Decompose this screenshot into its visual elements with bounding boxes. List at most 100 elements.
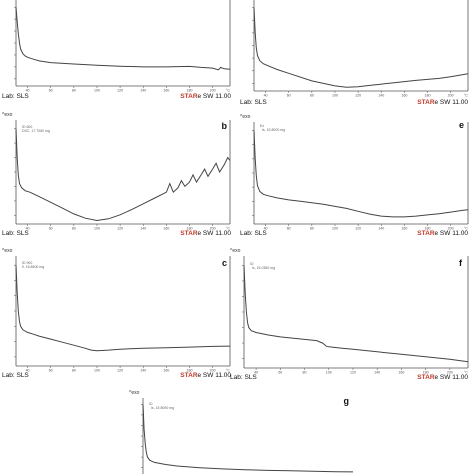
chart-b: 40 60 80 100 120 140 160 180 200 °C <box>14 120 231 231</box>
exo-marker: ^exo <box>230 248 241 254</box>
star-brand: STAR <box>417 99 435 106</box>
x-tick-label: 160 <box>163 369 169 373</box>
star-brand: STAR <box>180 230 198 237</box>
x-tick-label: 180 <box>425 94 431 98</box>
x-unit-label: °C <box>226 227 230 231</box>
exo-marker: ^exo <box>129 390 140 396</box>
x-tick-label: 80 <box>303 371 307 375</box>
x-tick-label: 120 <box>355 94 361 98</box>
x-tick-label: 180 <box>187 369 193 373</box>
series-line <box>253 7 469 88</box>
x-tick-label: 180 <box>187 89 193 93</box>
series-line <box>15 128 231 222</box>
x-tick-label: 40 <box>264 227 268 231</box>
panel-g: ^exo g ID Is, 15.8090 mg <box>129 390 355 474</box>
x-tick-label: 180 <box>423 371 429 375</box>
star-brand: STAR <box>180 372 198 379</box>
sample-annotation: ID Is, 15.0380 mg <box>250 262 276 270</box>
star-brand: STAR <box>417 374 435 381</box>
x-tick-label: 200 <box>447 371 453 375</box>
star-version: e SW 11.00 <box>434 99 468 106</box>
chart-c: 40 60 80 100 120 140 160 180 200 °C <box>14 256 231 373</box>
x-tick-label: 140 <box>374 371 380 375</box>
x-tick-label: 160 <box>163 227 169 231</box>
footer-star: STARe SW 11.00 <box>180 230 231 237</box>
panel-top-left: 40 60 80 100 120 140 160 180 200 °C Lab: SLS STAR… <box>2 0 233 100</box>
chart-e: 40 60 80 100 120 140 160 180 200 °C <box>252 122 468 231</box>
x-tick-label: 80 <box>72 369 76 373</box>
chart-p2: 40 60 80 100 120 140 160 180 200 °C <box>252 0 469 98</box>
x-tick-label: 200 <box>210 227 216 231</box>
panel-c: ^exo c ID 900 Il, 16.8600 mg 40 60 80 100 12… <box>2 248 233 380</box>
star-brand: STAR <box>180 93 198 100</box>
panel-letter: c <box>221 258 227 268</box>
series-line <box>142 404 354 473</box>
x-tick-label: 140 <box>378 227 384 231</box>
footer-star: STARe SW 11.00 <box>180 93 231 100</box>
x-tick-label: 100 <box>94 369 100 373</box>
star-version: e SW 11.00 <box>197 372 231 379</box>
footer-star: STARe SW 11.00 <box>417 230 468 237</box>
x-tick-label: 100 <box>94 89 100 93</box>
x-unit-label: °C <box>464 371 468 375</box>
chart-p1: 40 60 80 100 120 140 160 180 200 °C <box>14 0 231 93</box>
x-tick-label: 120 <box>117 369 123 373</box>
x-tick-label: 160 <box>398 371 404 375</box>
exo-marker: ^exo <box>2 248 13 254</box>
star-version: e SW 11.00 <box>434 230 468 237</box>
x-tick-label: 140 <box>140 89 146 93</box>
footer-lab: Lab: SLS <box>2 93 29 100</box>
x-tick-label: 120 <box>350 371 356 375</box>
star-version: e SW 11.00 <box>434 374 468 381</box>
x-tick-label: 60 <box>49 227 53 231</box>
x-tick-label: 80 <box>72 227 76 231</box>
x-tick-label: 180 <box>187 227 193 231</box>
footer-lab: Lab: SLS <box>2 230 29 237</box>
series-line <box>15 265 231 352</box>
x-tick-label: 60 <box>49 89 53 93</box>
panel-e: ^exo e Ex Is, 15.8000 mg 40 60 80 100 120 140… <box>240 114 470 238</box>
x-tick-label: 200 <box>210 369 216 373</box>
x-tick-label: 160 <box>401 94 407 98</box>
footer-star: STARe SW 11.00 <box>417 374 468 381</box>
x-tick-label: 80 <box>310 227 314 231</box>
panel-letter: g <box>343 396 350 406</box>
x-unit-label: °C <box>226 369 230 373</box>
x-tick-label: 60 <box>287 94 291 98</box>
footer-lab: Lab: SLS <box>240 99 267 106</box>
x-tick-label: 40 <box>254 371 258 375</box>
panel-letter: b <box>221 121 228 131</box>
x-tick-label: 140 <box>378 94 384 98</box>
x-tick-label: 40 <box>264 94 268 98</box>
star-version: e SW 11.00 <box>197 93 231 100</box>
x-tick-label: 200 <box>448 227 454 231</box>
x-tick-label: 60 <box>287 227 291 231</box>
x-tick-label: 60 <box>278 371 282 375</box>
x-tick-label: 60 <box>49 369 53 373</box>
sample-annotation: Ex Is, 15.8000 mg <box>260 124 286 132</box>
x-tick-label: 200 <box>448 94 454 98</box>
footer-star: STARe SW 11.00 <box>417 99 468 106</box>
x-tick-label: 140 <box>140 369 146 373</box>
x-tick-label: 100 <box>94 227 100 231</box>
x-tick-label: 140 <box>140 227 146 231</box>
panel-b: ^exo b ID 600 DSC, 17.7060 mg 40 60 80 100 1… <box>2 112 233 238</box>
series-line <box>15 7 231 71</box>
panel-letter: e <box>458 120 464 130</box>
x-tick-label: 180 <box>425 227 431 231</box>
exo-marker: ^exo <box>240 114 251 120</box>
x-unit-label: °C <box>226 89 230 93</box>
x-tick-label: 100 <box>326 371 332 375</box>
x-tick-label: 80 <box>310 94 314 98</box>
x-tick-label: 40 <box>26 369 30 373</box>
x-tick-label: 120 <box>355 227 361 231</box>
chart-f: 40 60 80 100 120 140 160 180 200 °C <box>242 256 468 375</box>
panel-letter: f <box>459 258 462 268</box>
star-version: e SW 11.00 <box>197 230 231 237</box>
x-tick-label: 120 <box>117 227 123 231</box>
panel-f: ^exo f ID Is, 15.0380 mg 40 60 80 100 120 140… <box>230 248 470 382</box>
x-tick-label: 80 <box>72 89 76 93</box>
footer-star: STARe SW 11.00 <box>180 372 231 379</box>
x-tick-label: 100 <box>332 94 338 98</box>
x-tick-label: 200 <box>210 89 216 93</box>
